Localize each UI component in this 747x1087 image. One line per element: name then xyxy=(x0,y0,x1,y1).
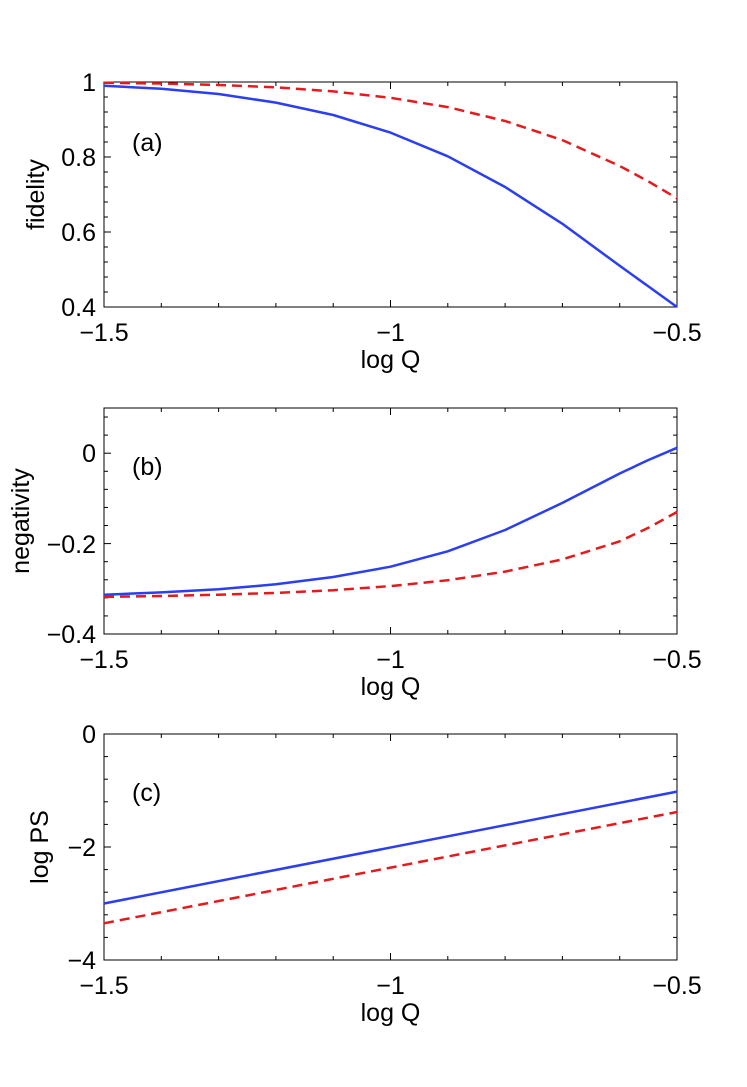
x-tick-label: −0.5 xyxy=(652,972,701,1000)
panel-b: −1.5 −1 −0.5 −0.4 −0.2 0 log Q negativit… xyxy=(7,407,702,701)
y-tick-label: −0.2 xyxy=(47,531,96,559)
series-line-dashed xyxy=(103,510,678,599)
x-tick-label: −1.5 xyxy=(79,972,128,1000)
x-tick-label: −1 xyxy=(376,319,405,347)
tick-marks xyxy=(103,81,678,308)
axes-frame xyxy=(103,407,678,635)
x-tick-label: −1 xyxy=(376,646,405,674)
series-lines xyxy=(103,81,678,309)
series-line-solid xyxy=(103,790,678,905)
y-tick-label: 0 xyxy=(82,721,96,749)
series-lines xyxy=(103,790,678,925)
panel-label: (a) xyxy=(132,129,163,157)
series-line-solid xyxy=(103,84,678,309)
series-line-dashed xyxy=(103,810,678,925)
x-tick-label: −0.5 xyxy=(652,319,701,347)
panel-c: −1.5 −1 −0.5 −4 −2 0 log Q log PS (c) xyxy=(26,721,702,1027)
x-tick-label: −1 xyxy=(376,972,405,1000)
x-axis-label: log Q xyxy=(361,346,421,374)
axes-frame xyxy=(103,81,678,308)
y-tick-label: 1 xyxy=(82,69,96,97)
series-line-dashed xyxy=(103,81,678,200)
y-tick-label: −2 xyxy=(67,834,96,862)
series-line-solid xyxy=(103,446,678,596)
y-axis-label: negativity xyxy=(7,468,35,574)
y-tick-label: −0.4 xyxy=(47,621,96,649)
series-lines xyxy=(103,446,678,599)
y-tick-label: 0.8 xyxy=(61,144,96,172)
x-tick-label: −1.5 xyxy=(79,319,128,347)
x-tick-label: −1.5 xyxy=(79,646,128,674)
tick-marks xyxy=(103,733,678,961)
x-tick-label: −0.5 xyxy=(652,646,701,674)
panel-label: (b) xyxy=(132,453,163,481)
y-tick-label: 0 xyxy=(82,440,96,468)
y-tick-label: −4 xyxy=(67,947,96,975)
panel-a: −1.5 −1 −0.5 0.4 0.6 0.8 1 log Q fidelit… xyxy=(22,69,702,374)
y-axis-label: log PS xyxy=(26,810,54,884)
x-axis-label: log Q xyxy=(361,673,421,701)
tick-marks xyxy=(103,408,678,635)
y-axis-label: fidelity xyxy=(22,159,50,230)
x-axis-label: log Q xyxy=(361,999,421,1027)
y-tick-label: 0.6 xyxy=(61,219,96,247)
y-tick-label: 0.4 xyxy=(61,294,96,322)
panel-label: (c) xyxy=(132,779,161,807)
